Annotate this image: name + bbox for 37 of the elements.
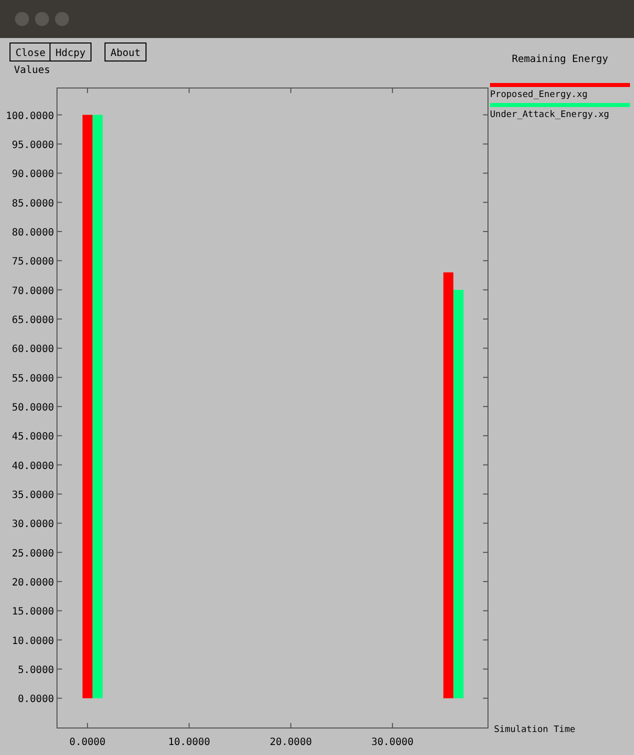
x-tick-label: 0.0000 — [69, 737, 106, 748]
x-tick-label: 20.0000 — [270, 737, 312, 748]
y-tick-label: 90.0000 — [12, 169, 54, 180]
y-tick-label: 65.0000 — [12, 315, 54, 326]
y-tick-label: 50.0000 — [12, 402, 54, 414]
y-tick-label: 20.0000 — [12, 578, 54, 589]
y-tick-label: 35.0000 — [12, 490, 54, 502]
y-tick-label: 10.0000 — [12, 636, 54, 647]
y-tick-label: 40.0000 — [12, 460, 54, 472]
y-tick-label: 5.0000 — [18, 665, 54, 676]
y-tick-label: 25.0000 — [12, 548, 54, 560]
x-tick-label: 10.0000 — [168, 737, 210, 748]
y-tick-label: 80.0000 — [12, 228, 54, 239]
x-tick-label: 30.0000 — [371, 737, 414, 748]
bar — [82, 114, 92, 698]
text: Close — [15, 48, 46, 59]
y-tick-label: 75.0000 — [12, 256, 54, 268]
bar — [454, 290, 464, 698]
x-axis-title: Simulation Time — [494, 725, 576, 735]
y-tick-label: 95.0000 — [12, 140, 54, 152]
bar — [92, 114, 103, 698]
text: Proposed_Energy.xg — [490, 90, 588, 100]
y-tick-label: 60.0000 — [12, 344, 54, 356]
y-tick-label: 30.0000 — [12, 519, 54, 530]
y-axis-title: Values — [14, 65, 50, 76]
text: Hdcpy — [55, 48, 86, 59]
y-tick-label: 85.0000 — [12, 198, 54, 210]
text: Remaining Energy — [512, 54, 608, 65]
y-tick-label: 45.0000 — [12, 432, 54, 443]
bar — [443, 272, 454, 698]
y-tick-label: 100.0000 — [6, 110, 54, 122]
y-tick-label: 0.0000 — [18, 694, 54, 706]
text: Under_Attack_Energy.xg — [490, 110, 610, 120]
y-tick-label: 70.0000 — [12, 286, 54, 297]
y-tick-label: 15.0000 — [12, 606, 54, 618]
y-tick-label: 55.0000 — [12, 373, 54, 384]
text: About — [110, 48, 141, 59]
